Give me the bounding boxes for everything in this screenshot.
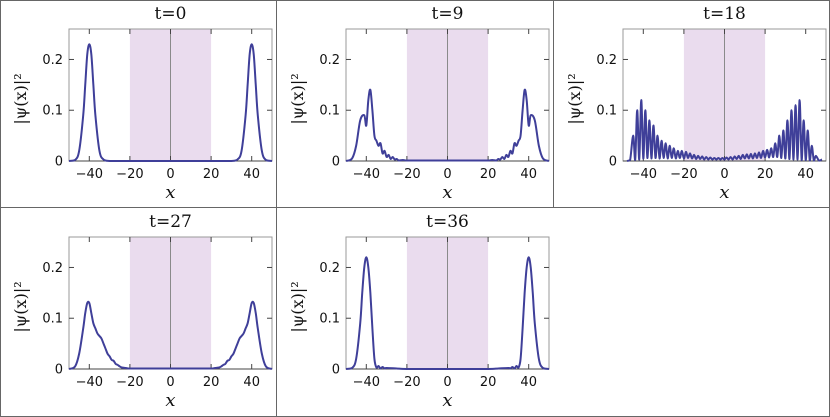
y-tick-label: 0.1 [319, 104, 340, 119]
x-tick-label: −20 [116, 167, 143, 182]
x-tick-label: −40 [353, 375, 380, 390]
x-tick-label: 20 [480, 375, 497, 390]
panel-title: t=9 [432, 4, 464, 24]
y-tick-label: 0 [55, 155, 63, 170]
chart-panel: t=27 0 0.1 0.2 −40 −20 0 20 40 x |ψ(x)|² [11, 212, 273, 411]
x-tick-label: 0 [443, 167, 451, 182]
x-tick-label: −40 [353, 167, 380, 182]
chart-panel: t=0 0 0.1 0.2 −40 −20 0 20 40 x |ψ(x)|² [11, 4, 273, 203]
x-axis-label: x [165, 390, 175, 411]
x-tick-label: 20 [757, 167, 774, 182]
y-axis-label: |ψ(x)|² [11, 73, 30, 124]
x-axis-label: x [165, 182, 175, 203]
x-tick-label: 0 [166, 375, 174, 390]
y-axis-label: |ψ(x)|² [288, 281, 307, 332]
probability-density-curve [68, 43, 273, 162]
probability-density-curve [345, 88, 550, 162]
x-tick-label: −20 [116, 375, 143, 390]
x-tick-label: 40 [520, 375, 537, 390]
x-tick-label: 20 [203, 167, 220, 182]
y-tick-label: 0.1 [42, 312, 63, 327]
y-tick-label: 0.2 [319, 53, 340, 68]
x-tick-label: −20 [393, 375, 420, 390]
x-tick-label: −40 [76, 167, 103, 182]
x-axis-label: x [442, 390, 452, 411]
y-axis-label: |ψ(x)|² [11, 281, 30, 332]
x-tick-label: 20 [480, 167, 497, 182]
panel-title: t=36 [426, 212, 469, 232]
y-tick-label: 0.2 [42, 261, 63, 276]
x-tick-label: 40 [243, 375, 260, 390]
panel-title: t=27 [149, 212, 192, 232]
x-tick-label: −20 [393, 167, 420, 182]
x-tick-label: 0 [443, 375, 451, 390]
y-tick-label: 0.2 [596, 53, 617, 68]
x-axis-label: x [442, 182, 452, 203]
x-tick-label: 40 [520, 167, 537, 182]
y-tick-label: 0.1 [596, 104, 617, 119]
x-tick-label: 0 [720, 167, 728, 182]
x-tick-label: 40 [797, 167, 814, 182]
chart-panel: t=18 0 0.1 0.2 −40 −20 0 20 40 x |ψ(x)|² [565, 4, 827, 203]
chart-panel: t=36 0 0.1 0.2 −40 −20 0 20 40 x |ψ(x)|² [288, 212, 550, 411]
y-tick-label: 0.1 [319, 312, 340, 327]
chart-panel: t=9 0 0.1 0.2 −40 −20 0 20 40 x |ψ(x)|² [288, 4, 550, 203]
y-tick-label: 0.2 [42, 53, 63, 68]
panel-title: t=18 [703, 4, 746, 24]
y-tick-label: 0.2 [319, 261, 340, 276]
y-tick-label: 0 [332, 363, 340, 378]
x-tick-label: 40 [243, 167, 260, 182]
y-tick-label: 0.1 [42, 104, 63, 119]
probability-density-curve [345, 256, 550, 370]
panel-title: t=0 [155, 4, 187, 24]
x-axis-label: x [719, 182, 729, 203]
probability-density-curve [68, 300, 273, 370]
y-tick-label: 0 [55, 363, 63, 378]
y-axis-label: |ψ(x)|² [288, 73, 307, 124]
panels: t=0 0 0.1 0.2 −40 −20 0 20 40 x |ψ(x)|² t=9 0 0.1 0.2 −… [11, 4, 827, 411]
x-tick-label: 20 [203, 375, 220, 390]
x-tick-label: 0 [166, 167, 174, 182]
probability-density-curve [626, 99, 823, 162]
y-axis-label: |ψ(x)|² [565, 73, 584, 124]
x-tick-label: −40 [76, 375, 103, 390]
x-tick-label: −20 [670, 167, 697, 182]
y-tick-label: 0 [332, 155, 340, 170]
y-tick-label: 0 [609, 155, 617, 170]
x-tick-label: −40 [630, 167, 657, 182]
